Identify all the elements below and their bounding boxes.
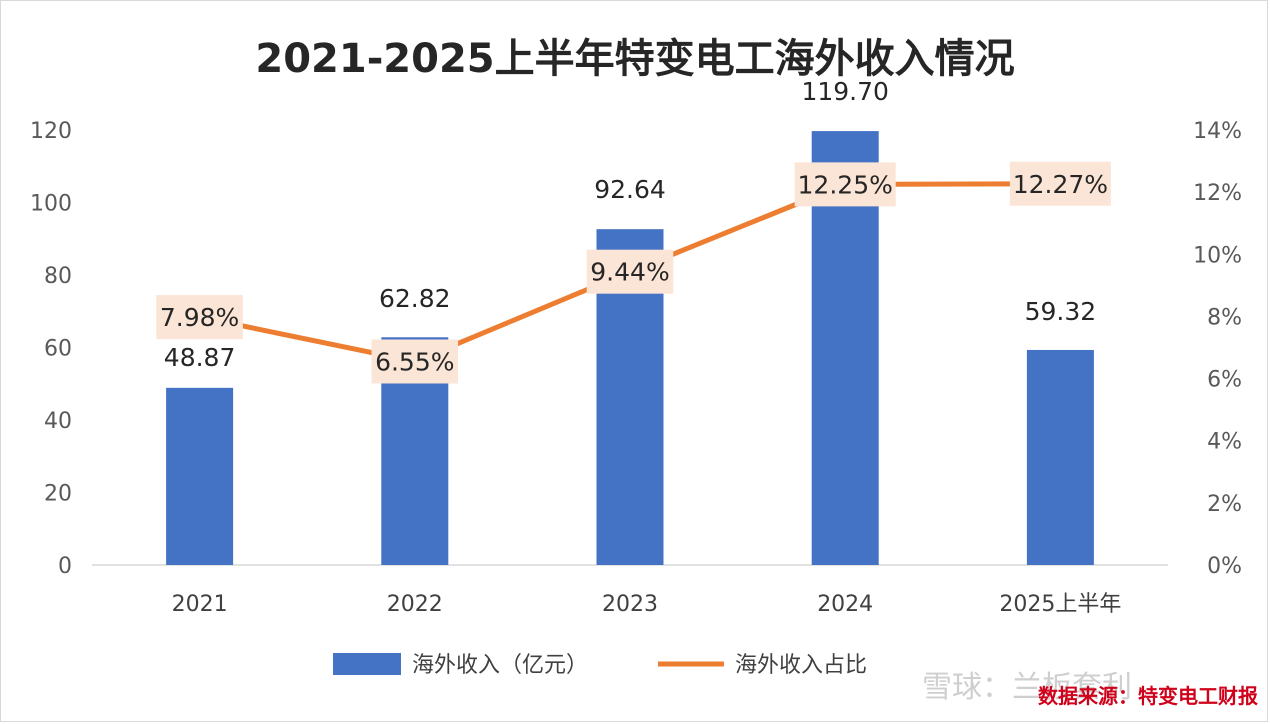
y-left-tick-label: 60 (44, 337, 72, 362)
bar (166, 387, 234, 565)
chart-title: 2021-2025上半年特变电工海外收入情况 (255, 36, 1014, 82)
bar-data-label: 92.64 (594, 175, 666, 204)
legend-label-line: 海外收入占比 (735, 653, 867, 678)
source-note: 数据来源：特变电工财报 (1038, 684, 1258, 708)
x-tick-label: 2021 (172, 592, 228, 617)
bar-data-label: 119.70 (801, 77, 888, 106)
y-left-tick-label: 100 (30, 192, 72, 217)
x-axis: 2021 2022 2023 2024 2025上半年 (172, 592, 1122, 617)
y-right-tick-label: 4% (1207, 430, 1242, 455)
x-tick-label: 2023 (602, 592, 658, 617)
x-tick-label: 2022 (387, 592, 443, 617)
y-right-tick-label: 8% (1207, 305, 1242, 330)
line-data-label: 9.44% (590, 258, 669, 287)
watermark: 雪球：兰板套利 (922, 670, 1132, 705)
line-data-label: 6.55% (375, 347, 454, 376)
y-right-tick-label: 6% (1207, 368, 1242, 393)
y-left-tick-label: 40 (44, 409, 72, 434)
y-right-tick-label: 0% (1207, 554, 1242, 579)
bar-data-label: 62.82 (379, 284, 451, 313)
x-tick-label: 2025上半年 (999, 592, 1121, 617)
bar (1026, 349, 1094, 565)
line-label-box (156, 295, 243, 340)
line-label-box (1009, 161, 1111, 206)
bar-data-label: 48.87 (164, 343, 236, 372)
bar-data-label: 59.32 (1025, 297, 1097, 326)
y-left-axis: 0 20 40 60 80 100 120 (30, 119, 72, 579)
line-data-labels: 7.98% 6.55% 9.44% 12.25% 12.27% (156, 161, 1111, 384)
bar-data-labels: 48.87 62.82 92.64 119.70 59.32 (164, 77, 1096, 372)
line-label-box (586, 249, 674, 294)
y-right-tick-label: 14% (1193, 119, 1242, 144)
line-data-label: 7.98% (160, 303, 239, 332)
line-data-label: 12.25% (798, 170, 893, 199)
y-left-tick-label: 20 (44, 482, 72, 507)
legend-swatch-bar (333, 653, 401, 675)
y-left-tick-label: 120 (30, 119, 72, 144)
legend: 海外收入（亿元） 海外收入占比 (333, 653, 867, 678)
x-tick-label: 2024 (817, 592, 873, 617)
y-right-axis: 0% 2% 4% 6% 8% 10% 12% 14% (1193, 119, 1242, 579)
line-label-box (371, 339, 459, 384)
y-right-tick-label: 2% (1207, 492, 1242, 517)
y-left-tick-label: 0 (58, 554, 72, 579)
legend-label-bar: 海外收入（亿元） (412, 653, 588, 678)
line-data-label: 12.27% (1013, 170, 1108, 199)
y-right-tick-label: 10% (1193, 243, 1242, 268)
y-left-tick-label: 80 (44, 264, 72, 289)
y-right-tick-label: 12% (1193, 181, 1242, 206)
line-label-box (794, 162, 896, 207)
